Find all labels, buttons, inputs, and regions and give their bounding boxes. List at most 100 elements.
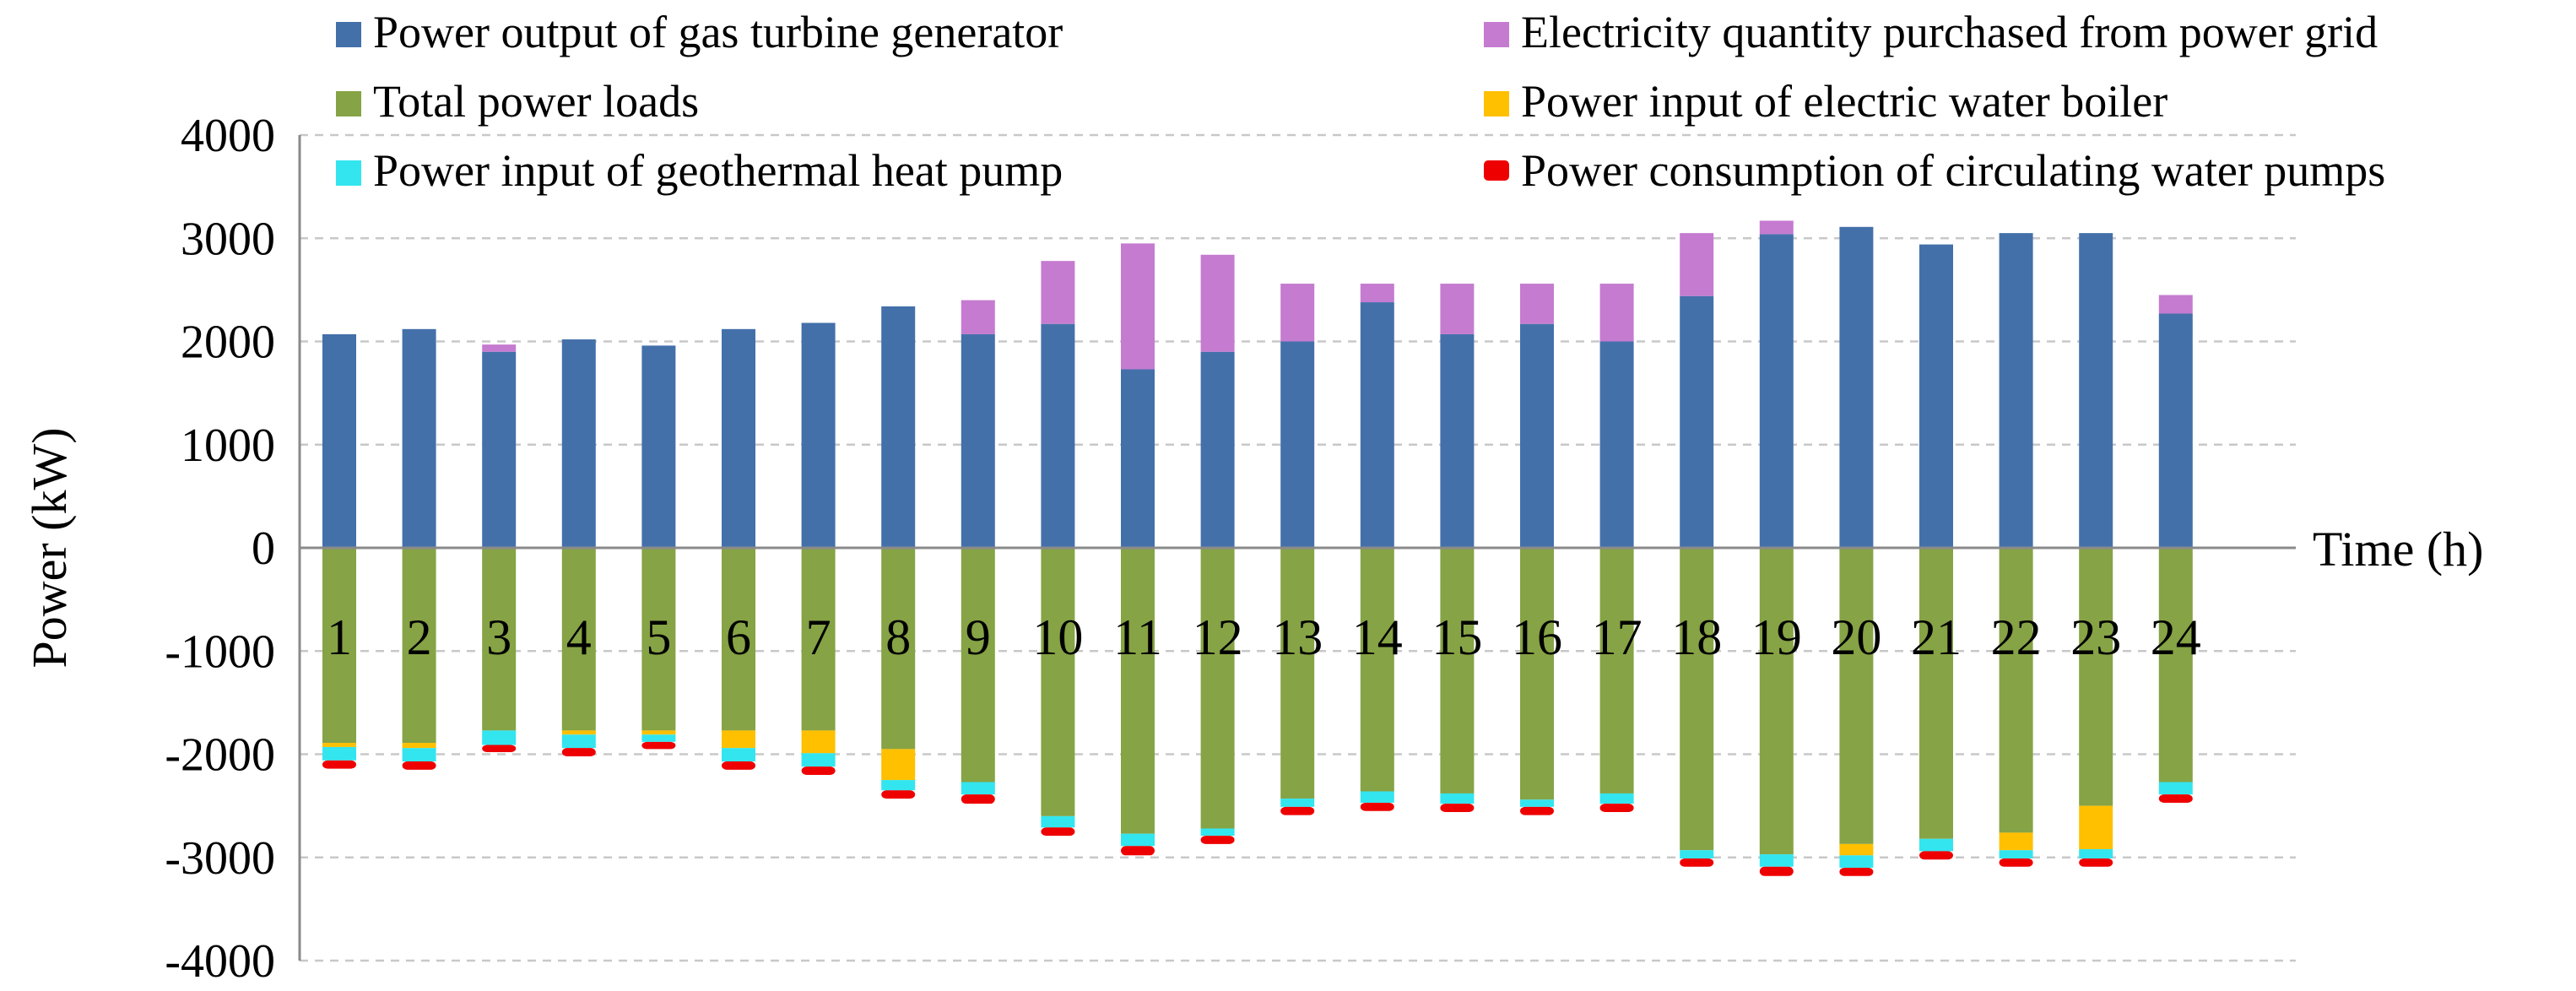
bar-segment <box>801 753 836 767</box>
bar-segment <box>1200 548 1235 829</box>
bar-segment <box>561 748 596 756</box>
hour-label: 2 <box>407 609 432 665</box>
bar-segment <box>1440 284 1475 334</box>
hour-label: 11 <box>1113 609 1162 665</box>
hour-label: 5 <box>646 609 671 665</box>
bar-segment <box>1599 548 1634 793</box>
bar-segment <box>801 730 836 754</box>
bar-segment <box>1599 804 1634 812</box>
bar-segment <box>561 734 596 749</box>
bar-segment <box>482 548 517 731</box>
bar-segment <box>561 730 596 735</box>
hour-label: 23 <box>2070 609 2121 665</box>
legend-swatch <box>1484 91 1509 116</box>
hour-label: 12 <box>1193 609 1243 665</box>
bar-segment <box>1599 793 1634 804</box>
bar-segment <box>961 794 995 804</box>
hour-label: 6 <box>726 609 751 665</box>
gridlines <box>300 133 2296 962</box>
bar-segment <box>641 734 676 742</box>
bar-segment <box>1999 850 2033 858</box>
hour-label: 15 <box>1431 609 1482 665</box>
bar-segment <box>1041 815 1075 828</box>
bar-segment <box>322 548 356 744</box>
hour-label: 10 <box>1032 609 1083 665</box>
bar-segment <box>881 780 916 791</box>
bar-segment <box>961 782 995 795</box>
bar-segment <box>1599 284 1634 342</box>
bar-segment <box>1999 548 2033 833</box>
y-tick-label: 1000 <box>181 420 275 472</box>
bar-segment <box>1919 838 1953 852</box>
x-axis-title: Time (h) <box>2313 522 2484 577</box>
hour-label: 20 <box>1831 609 1881 665</box>
bar-segment <box>1200 351 1235 548</box>
bar-segment <box>1200 836 1235 844</box>
bar-segment <box>1999 233 2033 548</box>
bar-segment <box>801 766 836 775</box>
bar-segment <box>482 730 517 745</box>
bar-segment <box>1839 855 1874 868</box>
legend-label: Power input of geothermal heat pump <box>373 145 1063 196</box>
bar-segment <box>1121 548 1155 834</box>
bar-segment <box>2158 782 2193 795</box>
hour-label: 13 <box>1272 609 1323 665</box>
bar-segment <box>2158 295 2193 314</box>
bar-segment <box>1520 799 1554 807</box>
bar-segment <box>881 548 916 750</box>
bar-segment <box>881 306 916 548</box>
bar-segment <box>1919 851 1953 860</box>
bar-segment <box>482 351 517 548</box>
bar-segment <box>561 548 596 731</box>
bar-segment <box>1839 867 1874 876</box>
hour-label: 14 <box>1352 609 1403 665</box>
bar-segment <box>1520 323 1554 548</box>
bar-segment <box>1121 243 1155 370</box>
bar-segment <box>322 746 356 761</box>
y-tick-label: 0 <box>252 523 275 575</box>
bar-segment <box>2158 548 2193 783</box>
bar-segment <box>722 548 755 731</box>
legend: Power output of gas turbine generator Ele… <box>336 7 2385 196</box>
bar-segment <box>1121 369 1155 548</box>
hour-labels: 1 2 3 4 5 6 7 8 9 10 11 12 13 14 15 16 17 18 19 20 21 22 23 24 <box>327 609 2201 665</box>
bar-segment <box>1520 806 1554 815</box>
bar-segment <box>641 741 676 750</box>
bar-segment <box>1440 548 1475 793</box>
hour-label: 17 <box>1592 609 1642 665</box>
bar-segment <box>1520 284 1554 324</box>
bar-segment <box>1680 295 1714 548</box>
bar-segment <box>2079 233 2113 548</box>
bar-segment <box>641 730 676 735</box>
bar-segment <box>402 761 436 770</box>
bars <box>322 220 2193 876</box>
y-tick-label: -4000 <box>165 935 275 988</box>
bar-segment <box>561 339 596 548</box>
bar-segment <box>1759 548 1794 855</box>
bar-segment <box>801 322 836 548</box>
bar-segment <box>1680 850 1714 858</box>
legend-swatch <box>1484 160 1509 181</box>
bar-segment <box>1041 548 1075 816</box>
y-tick-labels: 4000 3000 2000 1000 0 -1000 -2000 -3000 -4000 <box>165 110 275 988</box>
bar-segment <box>1759 234 1794 548</box>
bar-segment <box>722 730 755 749</box>
bar-segment <box>722 328 755 548</box>
bar-segment <box>1280 548 1315 799</box>
bar-segment <box>1839 843 1874 856</box>
y-tick-label: -3000 <box>165 832 275 885</box>
hour-label: 7 <box>806 609 831 665</box>
bar-segment <box>1360 791 1394 803</box>
bar-segment <box>1121 846 1155 856</box>
bar-segment <box>1360 802 1394 811</box>
bar-segment <box>1440 793 1475 804</box>
bar-segment <box>482 745 517 753</box>
bar-segment <box>1599 341 1634 548</box>
bar-segment <box>1759 220 1794 235</box>
bar-segment <box>1121 833 1155 847</box>
bar-segment <box>1440 804 1475 812</box>
bar-segment <box>1041 323 1075 548</box>
legend-swatch <box>336 22 361 47</box>
bar-segment <box>482 344 517 352</box>
